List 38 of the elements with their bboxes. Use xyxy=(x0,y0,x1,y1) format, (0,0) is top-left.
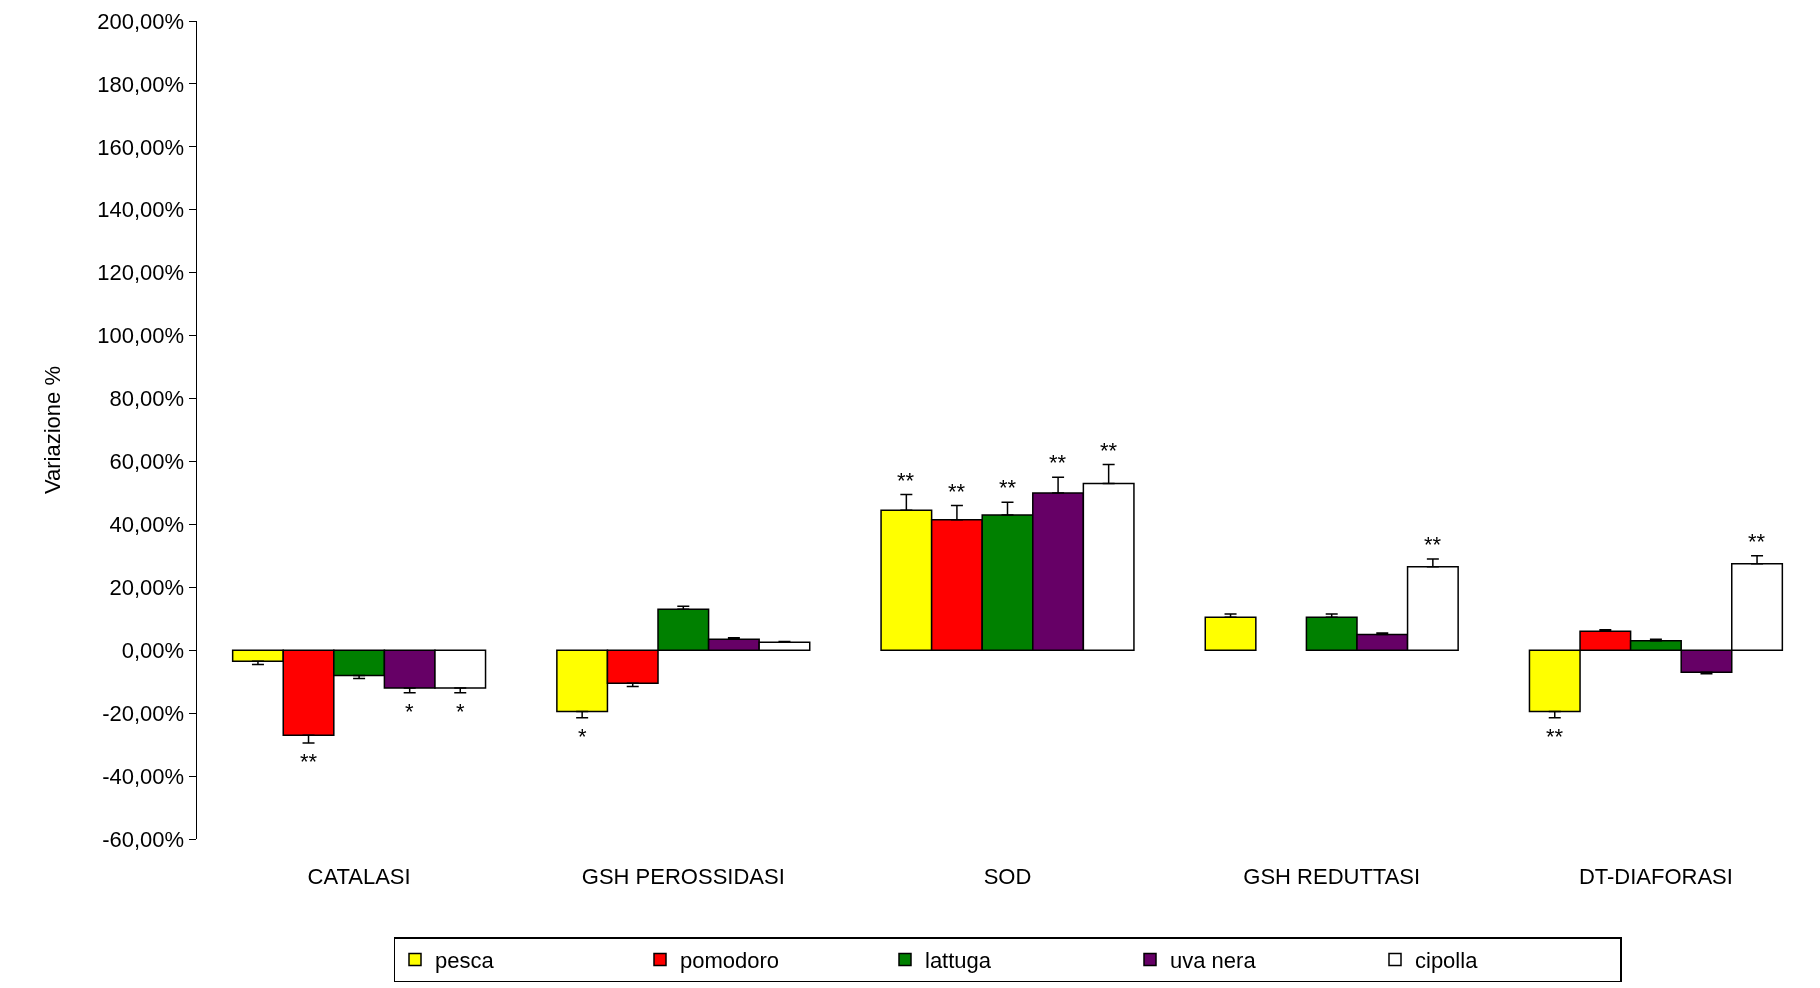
y-axis-title: Variazione % xyxy=(40,366,66,494)
legend-label: uva nera xyxy=(1170,948,1257,974)
y-tick-label: 40,00% xyxy=(109,512,185,538)
data-label: ** xyxy=(1748,529,1766,554)
legend-label: cipolla xyxy=(1415,948,1479,974)
data-label: ** xyxy=(1049,450,1067,475)
x-tick-label: CATALASI xyxy=(307,864,411,889)
y-tick-label: 100,00% xyxy=(97,323,185,349)
x-tick-label: GSH PEROSSIDASI xyxy=(581,864,785,889)
data-label: * xyxy=(405,699,414,724)
x-tick-label: GSH REDUTTASI xyxy=(1243,864,1421,889)
y-tick-label: -60,00% xyxy=(102,826,185,852)
y-tick-label: 200,00% xyxy=(97,8,185,34)
y-tick-label: -20,00% xyxy=(102,700,185,726)
y-tick-label: -40,00% xyxy=(102,763,185,789)
data-label: ** xyxy=(300,749,318,774)
bar xyxy=(1204,616,1257,651)
y-tick-label: 60,00% xyxy=(109,449,185,475)
legend-label: lattuga xyxy=(925,948,992,974)
data-label: ** xyxy=(1100,438,1118,463)
y-tick-label: 20,00% xyxy=(109,575,185,601)
data-label: ** xyxy=(948,479,966,504)
y-tick-label: 120,00% xyxy=(97,260,185,286)
data-label: * xyxy=(578,724,587,749)
legend-label: pomodoro xyxy=(680,948,780,974)
data-label: ** xyxy=(1546,724,1564,749)
y-tick-label: 160,00% xyxy=(97,134,185,160)
y-tick-label: 80,00% xyxy=(109,386,185,412)
x-tick-label: DT-DIAFORASI xyxy=(1578,864,1733,889)
y-tick-label: 180,00% xyxy=(97,71,185,97)
data-label: ** xyxy=(897,468,915,493)
legend-label: pesca xyxy=(435,948,495,974)
x-tick-label: SOD xyxy=(983,864,1032,889)
data-label: ** xyxy=(1424,532,1442,557)
y-tick-label: 140,00% xyxy=(97,197,185,223)
y-tick-label: 0,00% xyxy=(121,637,185,663)
data-label: * xyxy=(456,699,465,724)
data-label: ** xyxy=(999,475,1017,500)
